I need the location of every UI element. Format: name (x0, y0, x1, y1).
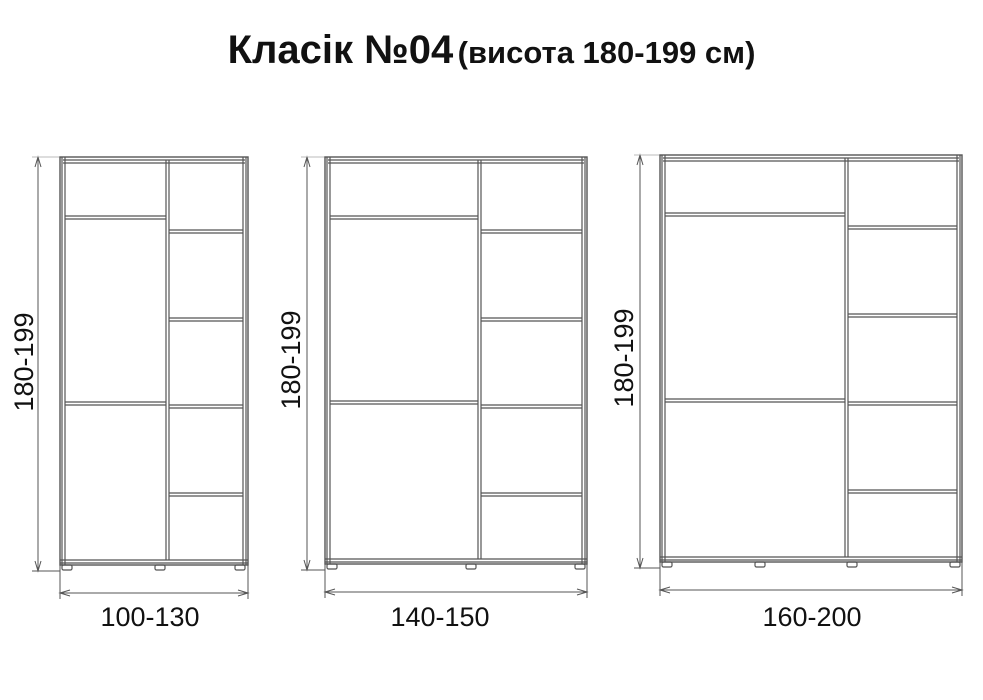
left-side-2 (326, 157, 331, 564)
foot-2-1 (326, 563, 338, 570)
right-shelf-3-3 (848, 401, 957, 406)
foot-2-2 (465, 563, 477, 570)
height-label-3: 180-199 (609, 308, 639, 407)
height-label-1: 180-199 (9, 312, 39, 411)
title-main: Класік №04 (227, 28, 454, 72)
foot-1-2 (154, 564, 166, 571)
left-shelf-1-2 (65, 401, 166, 406)
page-title: Класік №04 (висота 180-199 см) (0, 28, 983, 73)
foot-3-1 (661, 561, 673, 568)
right-shelf-3-2 (848, 313, 957, 318)
right-side-3 (956, 155, 961, 562)
right-side-1 (242, 157, 247, 565)
foot-2-3 (574, 563, 586, 570)
left-shelf-3-1 (665, 212, 845, 217)
divider-3 (844, 158, 849, 557)
top-panel-3 (663, 157, 959, 162)
width-label-1: 100-130 (100, 602, 199, 632)
right-side-2 (581, 157, 586, 564)
left-side-3 (661, 155, 666, 562)
top-panel-1 (63, 159, 245, 164)
foot-1-3 (234, 564, 246, 571)
width-label-2: 140-150 (390, 602, 489, 632)
height-label-2: 180-199 (276, 310, 306, 409)
right-shelf-2-1 (481, 229, 582, 234)
right-shelf-3-1 (848, 225, 957, 230)
right-shelf-3-4 (848, 489, 957, 494)
wardrobe-frame-1 (59, 156, 249, 566)
right-shelf-1-4 (169, 492, 243, 497)
width-label-3: 160-200 (762, 602, 861, 632)
title-subtitle: (висота 180-199 см) (457, 35, 756, 70)
right-shelf-1-2 (169, 317, 243, 322)
right-shelf-1-3 (169, 404, 243, 409)
bottom-panel-2 (325, 558, 587, 563)
divider-1 (165, 160, 170, 560)
right-shelf-2-2 (481, 317, 582, 322)
foot-3-2 (754, 561, 766, 568)
right-shelf-1-1 (169, 229, 243, 234)
right-shelf-2-3 (481, 404, 582, 409)
left-shelf-2-2 (330, 400, 478, 405)
bottom-panel-3 (660, 556, 962, 561)
foot-1-1 (61, 564, 73, 571)
left-shelf-2-1 (330, 215, 478, 220)
left-side-1 (61, 157, 66, 565)
divider-2 (477, 160, 482, 559)
left-shelf-1-1 (65, 215, 166, 220)
foot-3-3 (846, 561, 858, 568)
top-panel-2 (328, 159, 584, 164)
foot-3-4 (949, 561, 961, 568)
wardrobe-frame-2 (324, 156, 588, 565)
left-shelf-3-2 (665, 398, 845, 403)
right-shelf-2-4 (481, 492, 582, 497)
wardrobe-frame-3 (659, 154, 963, 563)
bottom-panel-1 (60, 559, 248, 564)
